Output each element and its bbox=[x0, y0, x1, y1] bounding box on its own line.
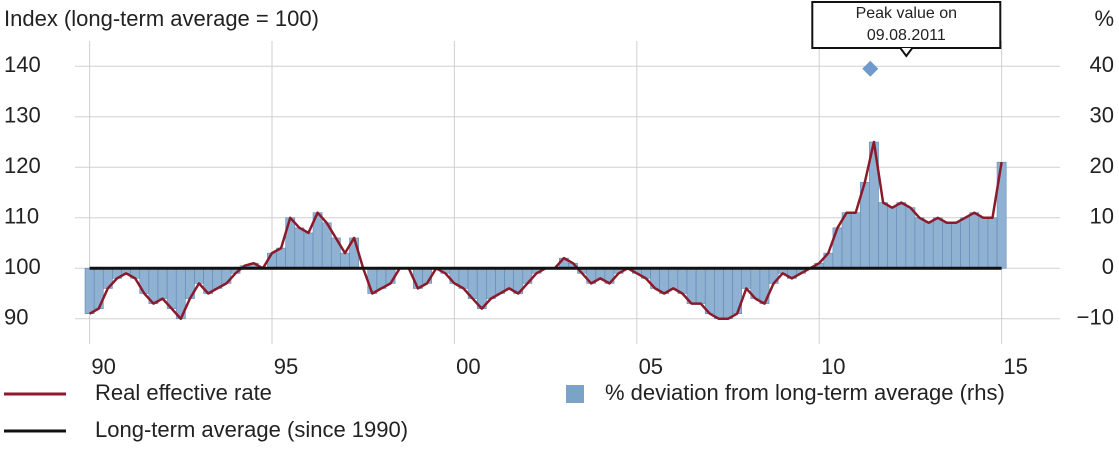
deviation-bar bbox=[340, 252, 350, 269]
deviation-bar bbox=[996, 161, 1007, 269]
deviation-bar bbox=[905, 207, 916, 269]
deviation-bar bbox=[695, 267, 706, 304]
annotation-text: Peak value on bbox=[856, 5, 957, 22]
deviation-bar bbox=[932, 217, 943, 269]
y-tick-label: 100 bbox=[4, 254, 41, 279]
x-tick-label: 90 bbox=[91, 354, 115, 379]
y2-tick-label: 30 bbox=[1090, 103, 1114, 128]
deviation-bar bbox=[987, 217, 998, 269]
deviation-bar bbox=[476, 267, 487, 309]
deviation-bar bbox=[969, 212, 980, 269]
deviation-bar bbox=[741, 267, 752, 289]
deviation-bar bbox=[923, 222, 934, 269]
deviation-bar bbox=[714, 267, 724, 320]
peak-marker bbox=[862, 60, 879, 77]
deviation-bar bbox=[951, 222, 961, 269]
x-tick-label: 00 bbox=[456, 354, 480, 379]
y-tick-label: 110 bbox=[4, 204, 39, 229]
y-axis-label: Index (long-term average = 100) bbox=[4, 6, 319, 31]
deviation-bar bbox=[157, 267, 168, 299]
annotation-pointer bbox=[899, 47, 914, 58]
deviation-bar bbox=[668, 267, 679, 289]
deviation-bar bbox=[978, 217, 989, 269]
deviation-bar bbox=[914, 217, 925, 269]
legend-label: Long-term average (since 1990) bbox=[95, 417, 408, 442]
deviation-bar bbox=[878, 202, 888, 269]
deviation-bar bbox=[486, 267, 496, 299]
deviation-bar bbox=[294, 227, 305, 269]
y2-tick-label: 40 bbox=[1090, 52, 1114, 77]
x-tick-label: 10 bbox=[821, 354, 845, 379]
x-tick-label: 15 bbox=[1003, 354, 1027, 379]
x-tick-label: 95 bbox=[274, 354, 298, 379]
y2-tick-label: 10 bbox=[1090, 204, 1114, 229]
deviation-bar bbox=[659, 267, 670, 294]
y-tick-label: 130 bbox=[4, 103, 41, 128]
deviation-bar bbox=[495, 267, 505, 294]
y-tick-label: 120 bbox=[4, 153, 41, 178]
legend-label: Real effective rate bbox=[95, 380, 272, 405]
annotation-text: 09.08.2011 bbox=[867, 27, 946, 44]
legend-label: % deviation from long-term average (rhs) bbox=[605, 380, 1005, 405]
legend-swatch bbox=[566, 385, 584, 403]
deviation-bar bbox=[850, 212, 861, 269]
y2-tick-label: 0 bbox=[1102, 254, 1114, 279]
deviation-bar bbox=[896, 202, 907, 269]
deviation-bar bbox=[84, 267, 95, 315]
deviation-bar bbox=[942, 222, 952, 269]
deviation-bar bbox=[194, 267, 204, 284]
y2-axis-label: % bbox=[1094, 6, 1114, 31]
deviation-bar bbox=[704, 267, 715, 315]
y-tick-label: 140 bbox=[4, 52, 41, 77]
deviation-bar bbox=[841, 212, 852, 269]
x-tick-label: 05 bbox=[639, 354, 663, 379]
deviation-bar bbox=[723, 267, 733, 320]
deviation-bar bbox=[303, 232, 314, 269]
annotation-box bbox=[811, 1, 1002, 49]
y2-tick-label: 20 bbox=[1090, 153, 1114, 178]
deviation-bar bbox=[367, 267, 378, 294]
y2-tick-label: −10 bbox=[1077, 305, 1114, 330]
deviation-bar bbox=[504, 267, 514, 289]
deviation-bar bbox=[960, 217, 971, 269]
deviation-bar bbox=[166, 267, 177, 309]
deviation-bar bbox=[677, 267, 688, 294]
deviation-bar bbox=[887, 207, 898, 269]
y-tick-label: 90 bbox=[4, 305, 28, 330]
